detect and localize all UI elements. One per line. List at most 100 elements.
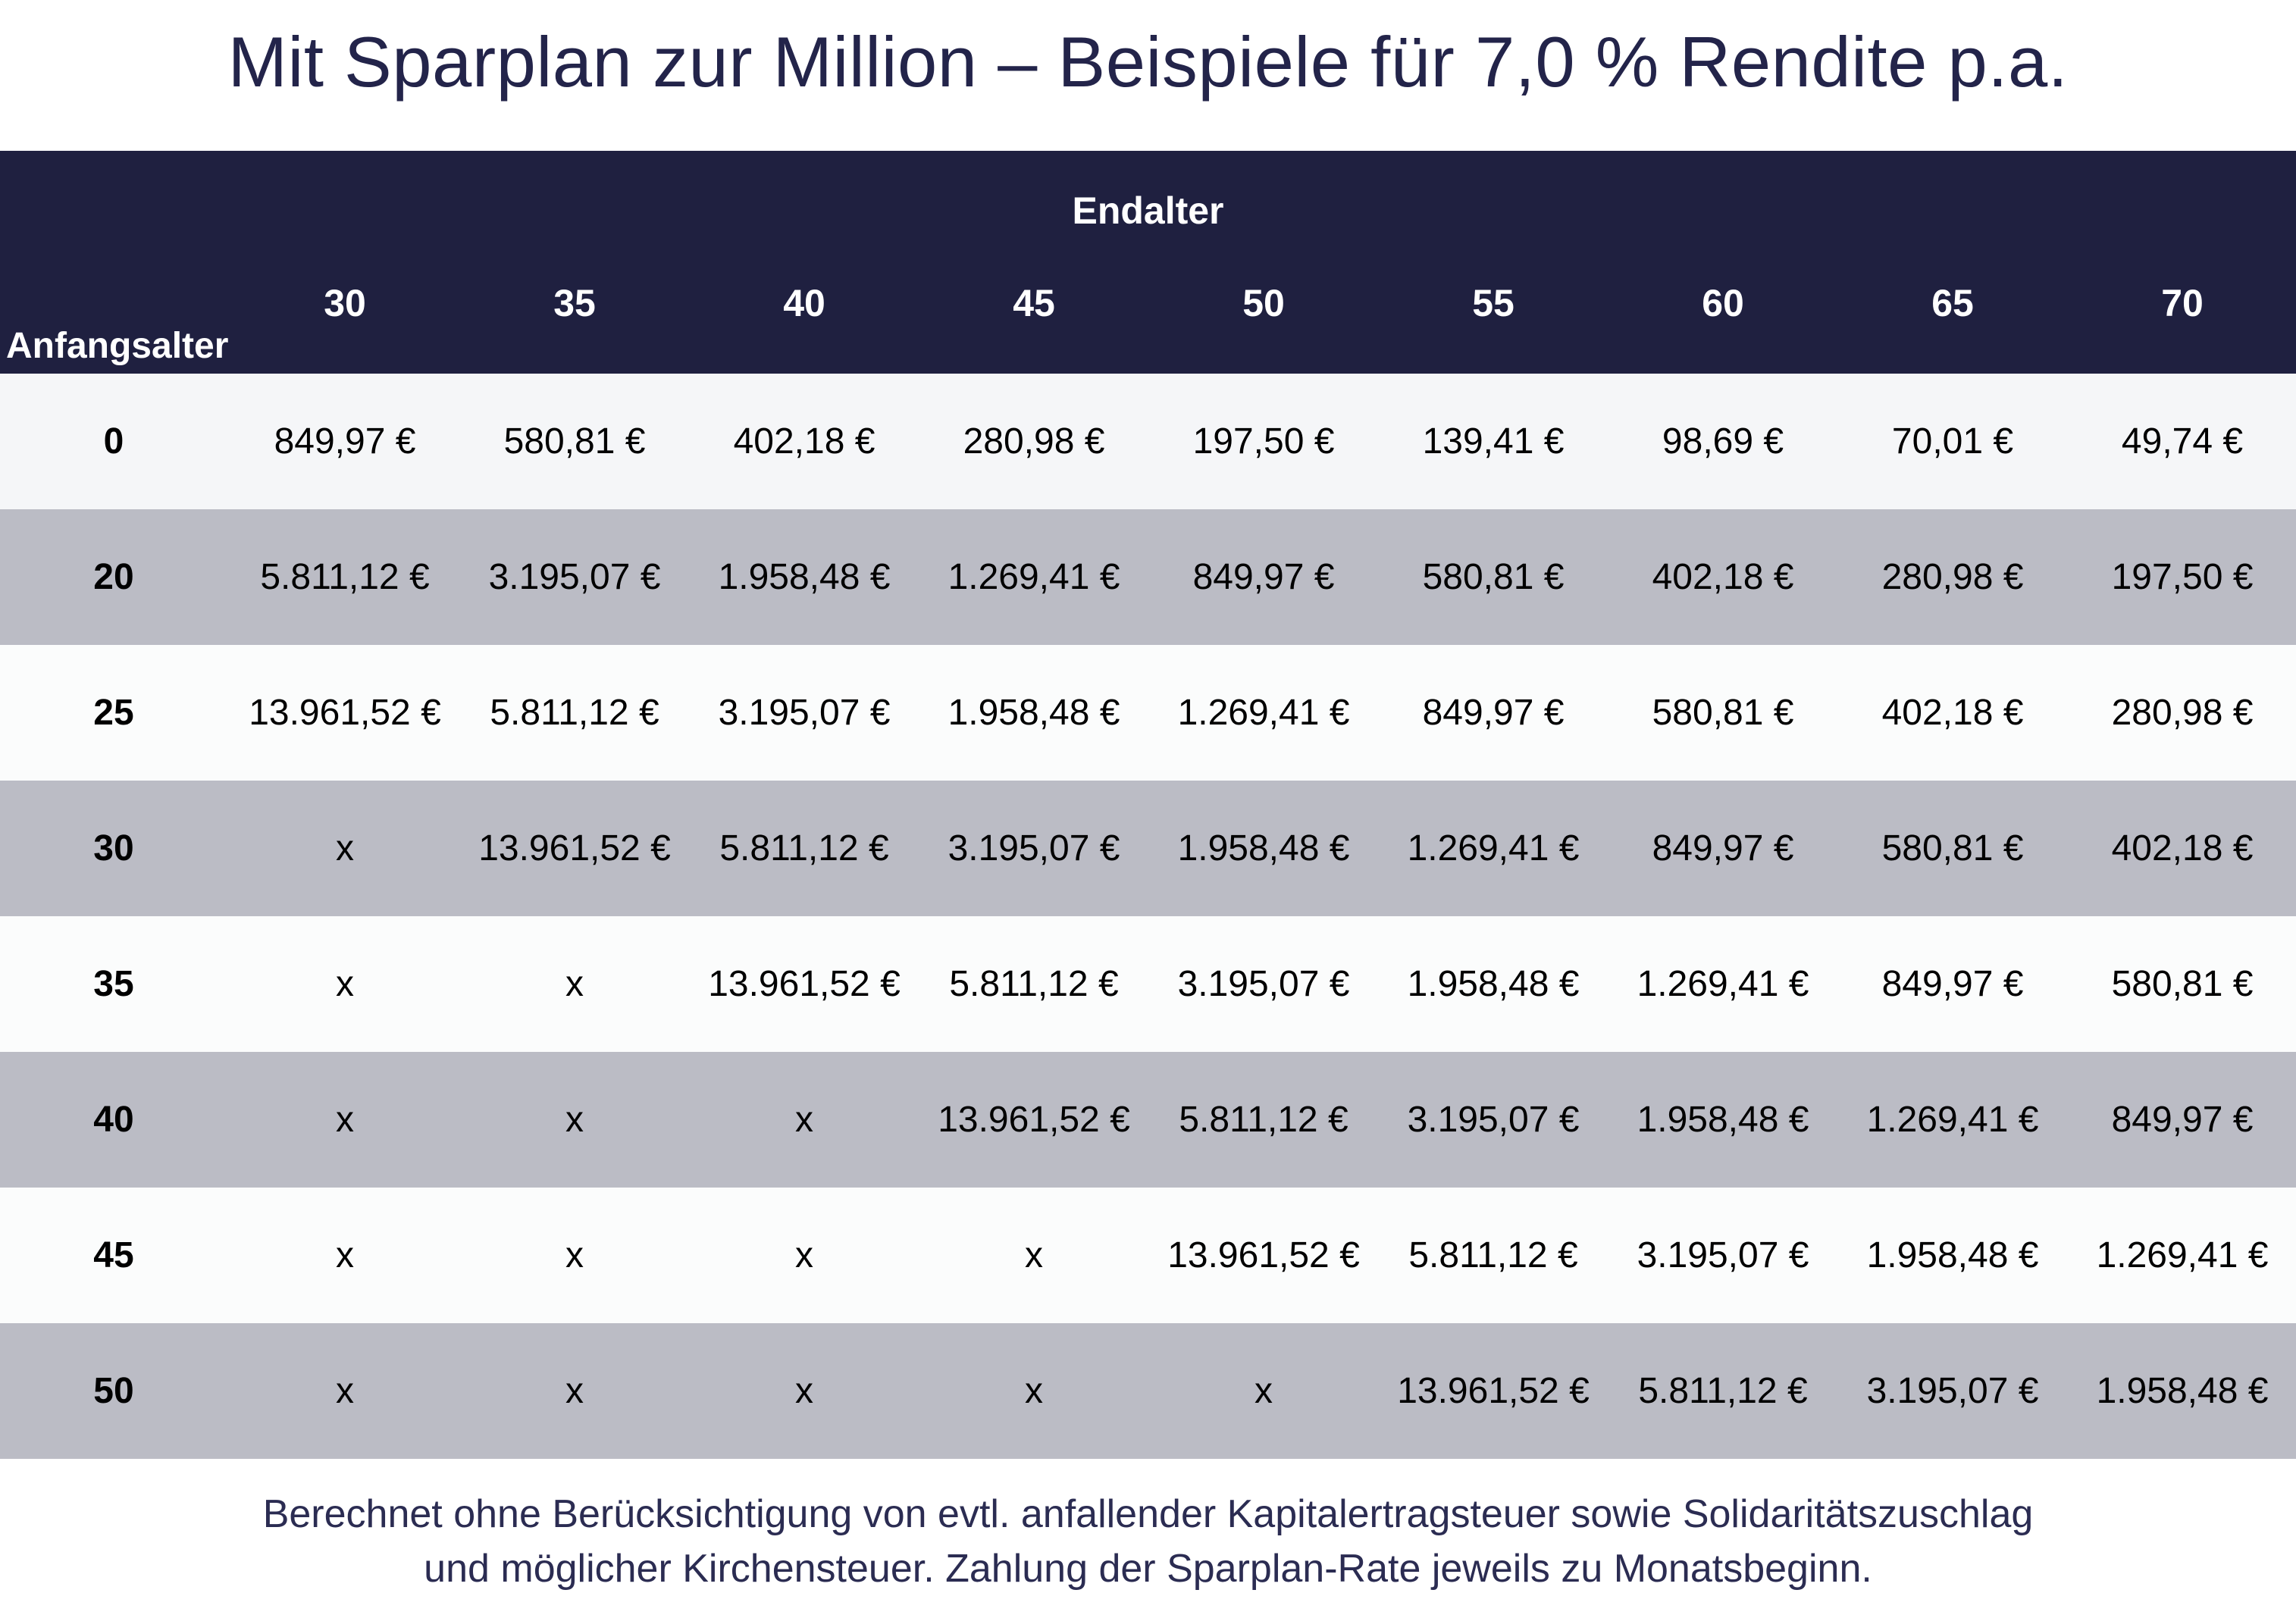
table-cell: 13.961,52 € <box>478 828 671 868</box>
table-cell: 580,81 € <box>503 421 646 462</box>
table-cell: 1.958,48 € <box>718 557 891 597</box>
table-cell: x <box>1254 1371 1273 1411</box>
table-cell: x <box>565 1371 584 1411</box>
table-cell: 402,18 € <box>733 421 875 462</box>
table-cell: 1.958,48 € <box>948 693 1120 733</box>
table-cell: 849,97 € <box>274 421 416 462</box>
footnote-line-2: und möglicher Kirchensteuer. Zahlung der… <box>424 1547 1872 1591</box>
row-label: 30 <box>93 828 134 868</box>
table-cell: 402,18 € <box>1881 693 2024 733</box>
row-label: 0 <box>103 421 124 462</box>
column-group-label: Endalter <box>1072 189 1224 232</box>
column-header: 35 <box>553 282 596 324</box>
column-header: 40 <box>783 282 825 324</box>
row-label: 50 <box>93 1371 134 1411</box>
table-cell: 1.269,41 € <box>2096 1235 2269 1275</box>
column-header: 55 <box>1472 282 1514 324</box>
table-cell: 3.195,07 € <box>718 693 891 733</box>
row-label: 25 <box>93 693 134 733</box>
table-cell: 197,50 € <box>1192 421 1335 462</box>
table-cell: 280,98 € <box>1881 557 2024 597</box>
table-cell: x <box>336 964 354 1004</box>
table-cell: 1.958,48 € <box>1866 1235 2039 1275</box>
row-label: 45 <box>93 1235 134 1275</box>
table-cell: 580,81 € <box>1652 693 1794 733</box>
column-header: 45 <box>1013 282 1055 324</box>
table-cell: 5.811,12 € <box>1638 1371 1808 1411</box>
table-cell: x <box>336 1100 354 1140</box>
table-cell: 3.195,07 € <box>488 557 661 597</box>
table-cell: 3.195,07 € <box>1637 1235 1809 1275</box>
table-row: 50 x x x x x 13.961,52 € 5.811,12 € 3.195,07 € 1.… <box>0 1323 2296 1459</box>
table-row: 45 x x x x 13.961,52 € 5.811,12 € 3.195,07 € 1.9… <box>0 1188 2296 1323</box>
table-cell: 1.269,41 € <box>948 557 1120 597</box>
table-cell: 580,81 € <box>2111 964 2254 1004</box>
table-cell: 1.269,41 € <box>1177 693 1350 733</box>
table-cell: 280,98 € <box>963 421 1105 462</box>
table-row: 0 849,97 € 580,81 € 402,18 € 280,98 € 197,50 … <box>0 374 2296 509</box>
table-cell: x <box>795 1371 813 1411</box>
table-cell: 1.958,48 € <box>2096 1371 2269 1411</box>
table-cell: x <box>565 1100 584 1140</box>
table-row: 25 13.961,52 € 5.811,12 € 3.195,07 € 1.958,4… <box>0 645 2296 781</box>
table-cell: 3.195,07 € <box>1177 964 1350 1004</box>
table-cell: 3.195,07 € <box>948 828 1120 868</box>
row-label: 20 <box>93 557 134 597</box>
table-row: 20 5.811,12 € 3.195,07 € 1.958,48 € 1.269,41… <box>0 509 2296 645</box>
table-cell: 5.811,12 € <box>1179 1100 1348 1140</box>
table-cell: 1.269,41 € <box>1866 1100 2039 1140</box>
table-cell: 5.811,12 € <box>719 828 889 868</box>
table-cell: 1.958,48 € <box>1407 964 1580 1004</box>
table-cell: x <box>336 1371 354 1411</box>
table-cell: 98,69 € <box>1662 421 1784 462</box>
table-cell: 849,97 € <box>1652 828 1794 868</box>
table-row: 35 x x 13.961,52 € 5.811,12 € 3.195,07 € 1.958… <box>0 916 2296 1052</box>
table-cell: x <box>336 1235 354 1275</box>
table-cell: 70,01 € <box>1891 421 2014 462</box>
table-cell: 49,74 € <box>2121 421 2244 462</box>
table-cell: x <box>1025 1371 1043 1411</box>
table-cell: 3.195,07 € <box>1407 1100 1580 1140</box>
table-cell: x <box>565 1235 584 1275</box>
table-cell: 1.269,41 € <box>1407 828 1580 868</box>
page-title: Mit Sparplan zur Million – Beispiele für… <box>227 22 2069 102</box>
table-cell: 280,98 € <box>2111 693 2254 733</box>
table-cell: x <box>565 964 584 1004</box>
footnote-line-1: Berechnet ohne Berücksichtigung von evtl… <box>262 1492 2034 1536</box>
table-cell: x <box>795 1235 813 1275</box>
table-cell: 849,97 € <box>1422 693 1565 733</box>
column-header: 30 <box>324 282 366 324</box>
table-row: 30 x 13.961,52 € 5.811,12 € 3.195,07 € 1.958,… <box>0 781 2296 916</box>
table-cell: 13.961,52 € <box>1167 1235 1360 1275</box>
column-header: 65 <box>1931 282 1974 324</box>
table-cell: 1.958,48 € <box>1637 1100 1809 1140</box>
table-cell: 13.961,52 € <box>249 693 441 733</box>
table-cell: 139,41 € <box>1422 421 1565 462</box>
table-cell: 849,97 € <box>1881 964 2024 1004</box>
table-header: Endalter Anfangsalter 30 35 40 45 50 55 60 65 70 <box>0 151 2296 374</box>
table-cell: x <box>795 1100 813 1140</box>
row-header-label: Anfangsalter <box>6 326 229 366</box>
row-label: 40 <box>93 1100 134 1140</box>
table-cell: x <box>336 828 354 868</box>
table-cell: 402,18 € <box>2111 828 2254 868</box>
table-cell: 849,97 € <box>1192 557 1335 597</box>
table-cell: 580,81 € <box>1881 828 2024 868</box>
column-header: 50 <box>1242 282 1285 324</box>
column-header: 60 <box>1702 282 1744 324</box>
table-cell: 849,97 € <box>2111 1100 2254 1140</box>
table-cell: 580,81 € <box>1422 557 1565 597</box>
row-label: 35 <box>93 964 134 1004</box>
table-cell: 5.811,12 € <box>490 693 659 733</box>
table-cell: 13.961,52 € <box>938 1100 1130 1140</box>
table-cell: 13.961,52 € <box>1397 1371 1590 1411</box>
column-header: 70 <box>2161 282 2204 324</box>
table-cell: 1.958,48 € <box>1177 828 1350 868</box>
table-cell: 5.811,12 € <box>260 557 430 597</box>
table-cell: 1.269,41 € <box>1637 964 1809 1004</box>
table-row: 40 x x x 13.961,52 € 5.811,12 € 3.195,07 € 1.95… <box>0 1052 2296 1188</box>
table-cell: x <box>1025 1235 1043 1275</box>
table-cell: 5.811,12 € <box>949 964 1119 1004</box>
table-cell: 197,50 € <box>2111 557 2254 597</box>
